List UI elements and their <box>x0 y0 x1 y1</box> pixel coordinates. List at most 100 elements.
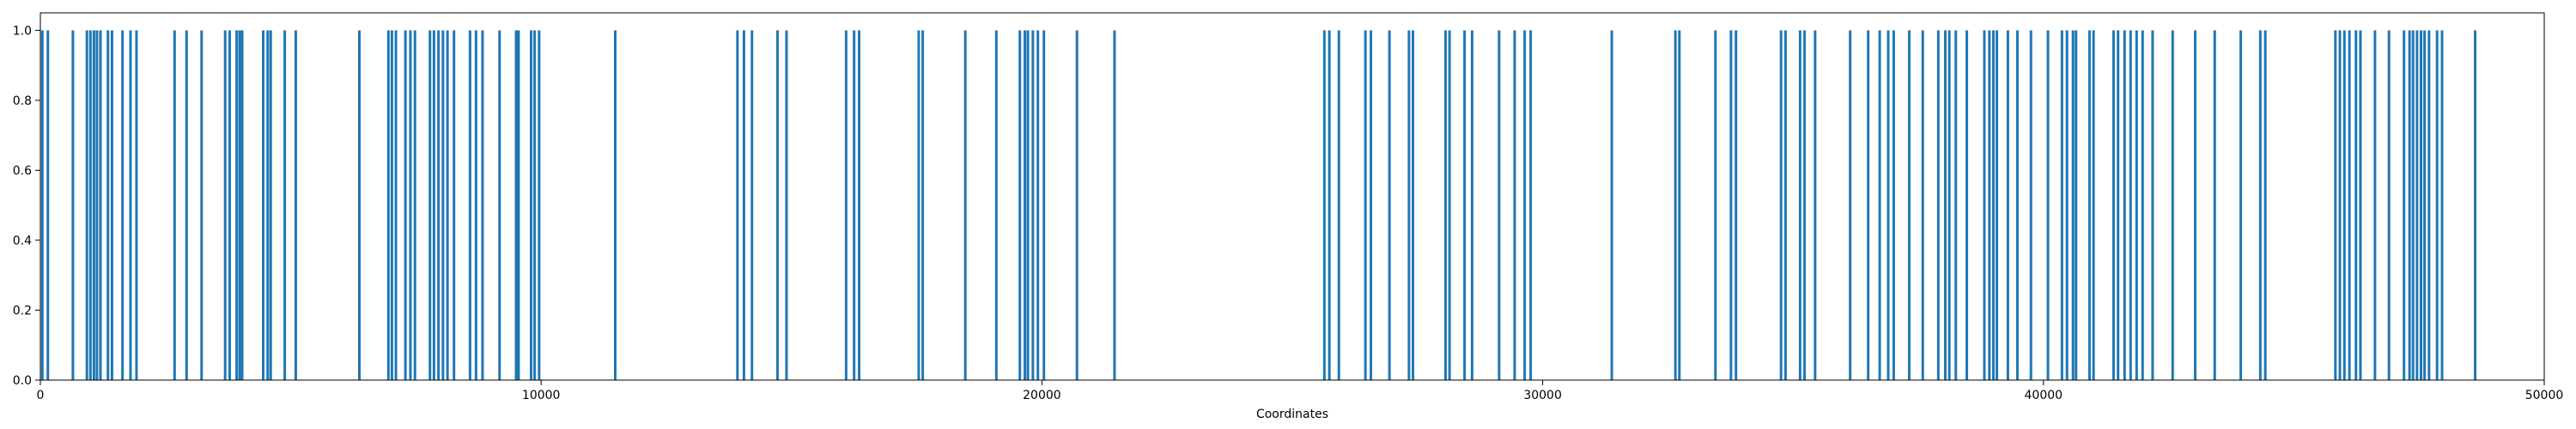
bar <box>1991 30 1995 380</box>
bar <box>1783 30 1787 380</box>
bar <box>358 30 361 380</box>
bar <box>2440 30 2444 380</box>
bar <box>2359 30 2362 380</box>
bar <box>2194 30 2197 380</box>
bar <box>2435 30 2439 380</box>
bar <box>498 30 501 380</box>
y-tick-label: 0.8 <box>13 94 32 108</box>
bar <box>99 30 102 380</box>
bar <box>1908 30 1911 380</box>
bar <box>1327 30 1331 380</box>
bar <box>269 30 272 380</box>
bar <box>135 30 138 380</box>
bar <box>2263 30 2267 380</box>
bar <box>2258 30 2262 380</box>
bar <box>1322 30 1326 380</box>
bar <box>921 30 925 380</box>
bar <box>262 30 265 380</box>
bar <box>1954 30 1958 380</box>
bar <box>110 30 113 380</box>
bar <box>394 30 398 380</box>
bar <box>88 30 92 380</box>
bar <box>1364 30 1367 380</box>
bar <box>2354 30 2358 380</box>
bar <box>2060 30 2063 380</box>
bar <box>1983 30 1986 380</box>
bar <box>2411 30 2415 380</box>
bar <box>2213 30 2216 380</box>
bar <box>1523 30 1527 380</box>
bar <box>1024 30 1027 380</box>
bar <box>2348 30 2351 380</box>
bar <box>1965 30 1969 380</box>
bar <box>235 30 239 380</box>
bar <box>40 30 44 380</box>
bar <box>2373 30 2377 380</box>
bar <box>736 30 739 380</box>
bar <box>173 30 176 380</box>
bar <box>1892 30 1895 380</box>
bar <box>46 30 50 380</box>
x-tick-label: 10000 <box>522 389 561 402</box>
bar <box>533 30 537 380</box>
bar <box>85 30 88 380</box>
bar <box>1878 30 1881 380</box>
bar <box>1075 30 1078 380</box>
bar <box>294 30 297 380</box>
bar <box>200 30 204 380</box>
bar <box>1996 30 1999 380</box>
bar <box>409 30 412 380</box>
bar <box>223 30 227 380</box>
bar <box>844 30 848 380</box>
bar <box>1678 30 1681 380</box>
bar <box>1113 30 1116 380</box>
bar <box>1031 30 1035 380</box>
bar <box>963 30 967 380</box>
bar <box>2403 30 2406 380</box>
bar <box>283 30 287 380</box>
bar <box>71 30 75 380</box>
bar <box>1463 30 1467 380</box>
bar <box>2151 30 2154 380</box>
plot-frame <box>39 12 2545 381</box>
x-tick-label: 0 <box>37 389 45 402</box>
x-tick-label: 50000 <box>2525 389 2564 402</box>
bar <box>2420 30 2423 380</box>
bar <box>1936 30 1940 380</box>
bar <box>2092 30 2095 380</box>
bar <box>1798 30 1801 380</box>
bar <box>1407 30 1411 380</box>
bar <box>2111 30 2115 380</box>
y-tick-label: 0.0 <box>13 374 32 388</box>
bar <box>742 30 745 380</box>
bar <box>1947 30 1951 380</box>
bar <box>1735 30 1738 380</box>
bar <box>2334 30 2337 380</box>
x-axis-label: Coordinates <box>1256 408 1328 421</box>
bar <box>2029 30 2032 380</box>
bar <box>1943 30 1947 380</box>
bar <box>390 30 393 380</box>
bar <box>129 30 132 380</box>
bar <box>2423 30 2427 380</box>
bar <box>2387 30 2391 380</box>
y-tick-label: 0.6 <box>13 164 32 178</box>
bar <box>432 30 435 380</box>
bar <box>428 30 432 380</box>
bar <box>413 30 416 380</box>
bar <box>1867 30 1870 380</box>
bar <box>1529 30 1533 380</box>
bar <box>2015 30 2019 380</box>
bar <box>240 30 244 380</box>
bar <box>1610 30 1613 380</box>
bar <box>238 30 241 380</box>
bar <box>1412 30 1415 380</box>
bar <box>2087 30 2091 380</box>
bar <box>1042 30 1046 380</box>
bar <box>1729 30 1733 380</box>
bar <box>750 30 754 380</box>
bar <box>2342 30 2346 380</box>
bar <box>1674 30 1677 380</box>
bar <box>2065 30 2069 380</box>
